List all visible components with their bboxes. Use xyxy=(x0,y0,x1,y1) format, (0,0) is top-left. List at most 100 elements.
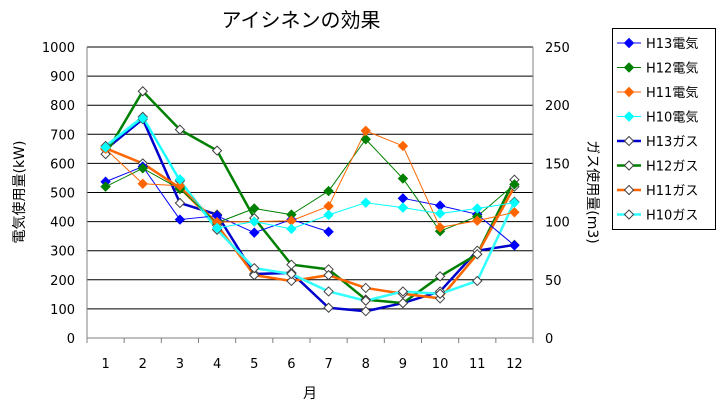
x-tick-label: 9 xyxy=(399,357,407,372)
y2-tick-label: 50 xyxy=(545,274,562,289)
y-tick-label: 1000 xyxy=(42,41,75,56)
data-point xyxy=(249,203,260,214)
x-tick-label: 4 xyxy=(213,357,221,372)
legend-label: H13電気 xyxy=(646,36,698,52)
y-tick-label: 700 xyxy=(50,128,75,143)
data-point xyxy=(472,203,483,214)
y2-tick-label: 150 xyxy=(545,157,570,172)
legend-label: H13ガス xyxy=(646,135,698,150)
data-point xyxy=(323,302,334,313)
data-point xyxy=(397,297,409,309)
y2-axis-label: ガス使用量(m3) xyxy=(584,140,601,243)
data-point xyxy=(249,216,260,227)
data-point xyxy=(360,134,371,145)
data-point xyxy=(100,142,111,153)
x-tick-label: 5 xyxy=(250,357,258,372)
series-points xyxy=(100,86,520,317)
legend-label: H11ガス xyxy=(646,184,698,199)
data-point xyxy=(249,262,260,274)
x-axis-ticks: 1 2 3 4 5 6 7 8 9 10 11 12 xyxy=(101,357,522,372)
x-tick-label: 8 xyxy=(362,357,370,372)
data-point xyxy=(323,269,334,281)
data-point xyxy=(211,145,223,156)
legend-marker xyxy=(623,209,635,220)
data-point xyxy=(323,209,334,221)
legend-marker xyxy=(623,37,635,49)
y-tick-label: 600 xyxy=(50,157,75,172)
data-point xyxy=(434,271,446,282)
series-line xyxy=(104,115,516,303)
x-tick-label: 1 xyxy=(101,357,109,372)
data-point xyxy=(323,200,334,212)
data-point xyxy=(509,240,520,251)
data-point xyxy=(472,275,483,287)
legend-label: H10電気 xyxy=(646,110,698,126)
legend-marker xyxy=(623,86,635,98)
y2-tick-label: 100 xyxy=(545,216,570,231)
data-point xyxy=(360,306,371,317)
y-tick-label: 400 xyxy=(50,216,75,231)
data-point xyxy=(323,226,334,237)
series-line xyxy=(105,117,515,230)
data-point xyxy=(360,282,371,294)
data-point xyxy=(211,222,223,234)
y-axis-label: 電気使用量(kW) xyxy=(11,141,28,244)
series-line xyxy=(105,130,515,228)
axes xyxy=(86,47,534,343)
data-point xyxy=(249,269,260,281)
chart-title: アイシネンの効果 xyxy=(222,8,381,32)
y-tick-label: 300 xyxy=(50,245,75,260)
data-point xyxy=(137,163,148,174)
series-lines xyxy=(104,89,516,313)
data-point xyxy=(286,275,297,287)
right-axis-ticks: 0 50 100 150 200 250 xyxy=(545,41,570,347)
legend-marker xyxy=(623,111,635,122)
data-point xyxy=(397,173,409,184)
legend-marker xyxy=(623,184,635,196)
data-point xyxy=(360,197,371,208)
y-tick-label: 900 xyxy=(50,70,75,85)
left-axis-ticks: 0 100 200 300 400 500 600 700 800 900 1000 xyxy=(42,41,75,347)
data-point xyxy=(360,125,371,137)
y2-tick-label: 200 xyxy=(545,99,570,114)
series-line xyxy=(104,117,515,313)
y-tick-label: 800 xyxy=(50,99,75,114)
data-point xyxy=(360,295,371,306)
data-point xyxy=(174,214,186,225)
y-tick-label: 0 xyxy=(67,332,75,347)
data-point xyxy=(174,124,186,135)
data-point xyxy=(397,193,409,204)
legend-label: H11電気 xyxy=(646,85,698,101)
x-tick-label: 10 xyxy=(432,357,449,372)
data-point xyxy=(174,197,186,209)
data-point xyxy=(434,222,446,233)
data-point xyxy=(323,185,334,197)
data-point xyxy=(174,180,186,192)
data-point xyxy=(137,86,148,97)
legend-label: H12ガス xyxy=(646,160,698,175)
data-point xyxy=(137,178,148,189)
data-point xyxy=(397,286,409,297)
data-point xyxy=(509,207,520,218)
y-tick-label: 200 xyxy=(50,274,75,289)
gridlines xyxy=(87,46,533,310)
x-axis-label: 月 xyxy=(303,386,317,402)
x-tick-label: 6 xyxy=(287,357,295,372)
legend-label: H12電気 xyxy=(646,61,698,77)
data-point xyxy=(249,227,260,238)
x-tick-label: 11 xyxy=(469,357,486,372)
data-point xyxy=(472,215,483,226)
data-point xyxy=(137,113,148,124)
data-point xyxy=(174,174,186,185)
y2-tick-label: 250 xyxy=(545,41,570,56)
data-point xyxy=(100,181,111,192)
legend-label: H10ガス xyxy=(646,209,698,224)
data-point xyxy=(434,208,446,219)
data-point xyxy=(286,223,297,235)
series-line xyxy=(104,89,516,305)
data-point xyxy=(323,286,334,297)
y-tick-label: 500 xyxy=(50,187,75,202)
x-tick-label: 2 xyxy=(139,357,147,372)
data-point xyxy=(286,268,297,280)
